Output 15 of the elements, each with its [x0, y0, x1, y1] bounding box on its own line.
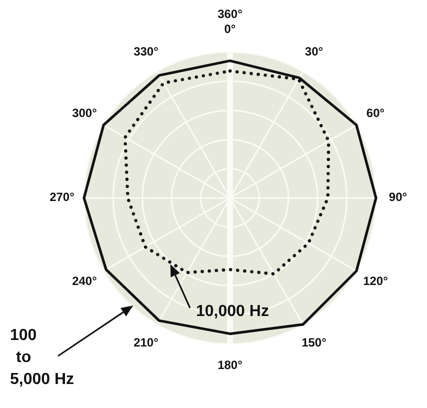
spoke-label: 0° [224, 22, 236, 36]
spoke-label: 120° [363, 274, 388, 288]
spoke-label: 270° [50, 190, 75, 204]
spoke-label: 90° [388, 190, 408, 204]
spoke-label: 210° [134, 336, 159, 350]
spoke-label: 180° [218, 358, 243, 372]
spoke-label: 300° [72, 106, 98, 120]
spoke-label: 150° [302, 336, 327, 350]
spoke-label: 240° [72, 274, 98, 288]
text: 360° [218, 7, 243, 22]
spoke-label: 60° [366, 106, 385, 120]
legend-label: 10,000 Hz [196, 303, 269, 320]
spoke-label: 330° [134, 44, 159, 59]
text: 100 to 5,000 Hz [10, 327, 74, 388]
spoke-label: 30° [304, 44, 324, 59]
